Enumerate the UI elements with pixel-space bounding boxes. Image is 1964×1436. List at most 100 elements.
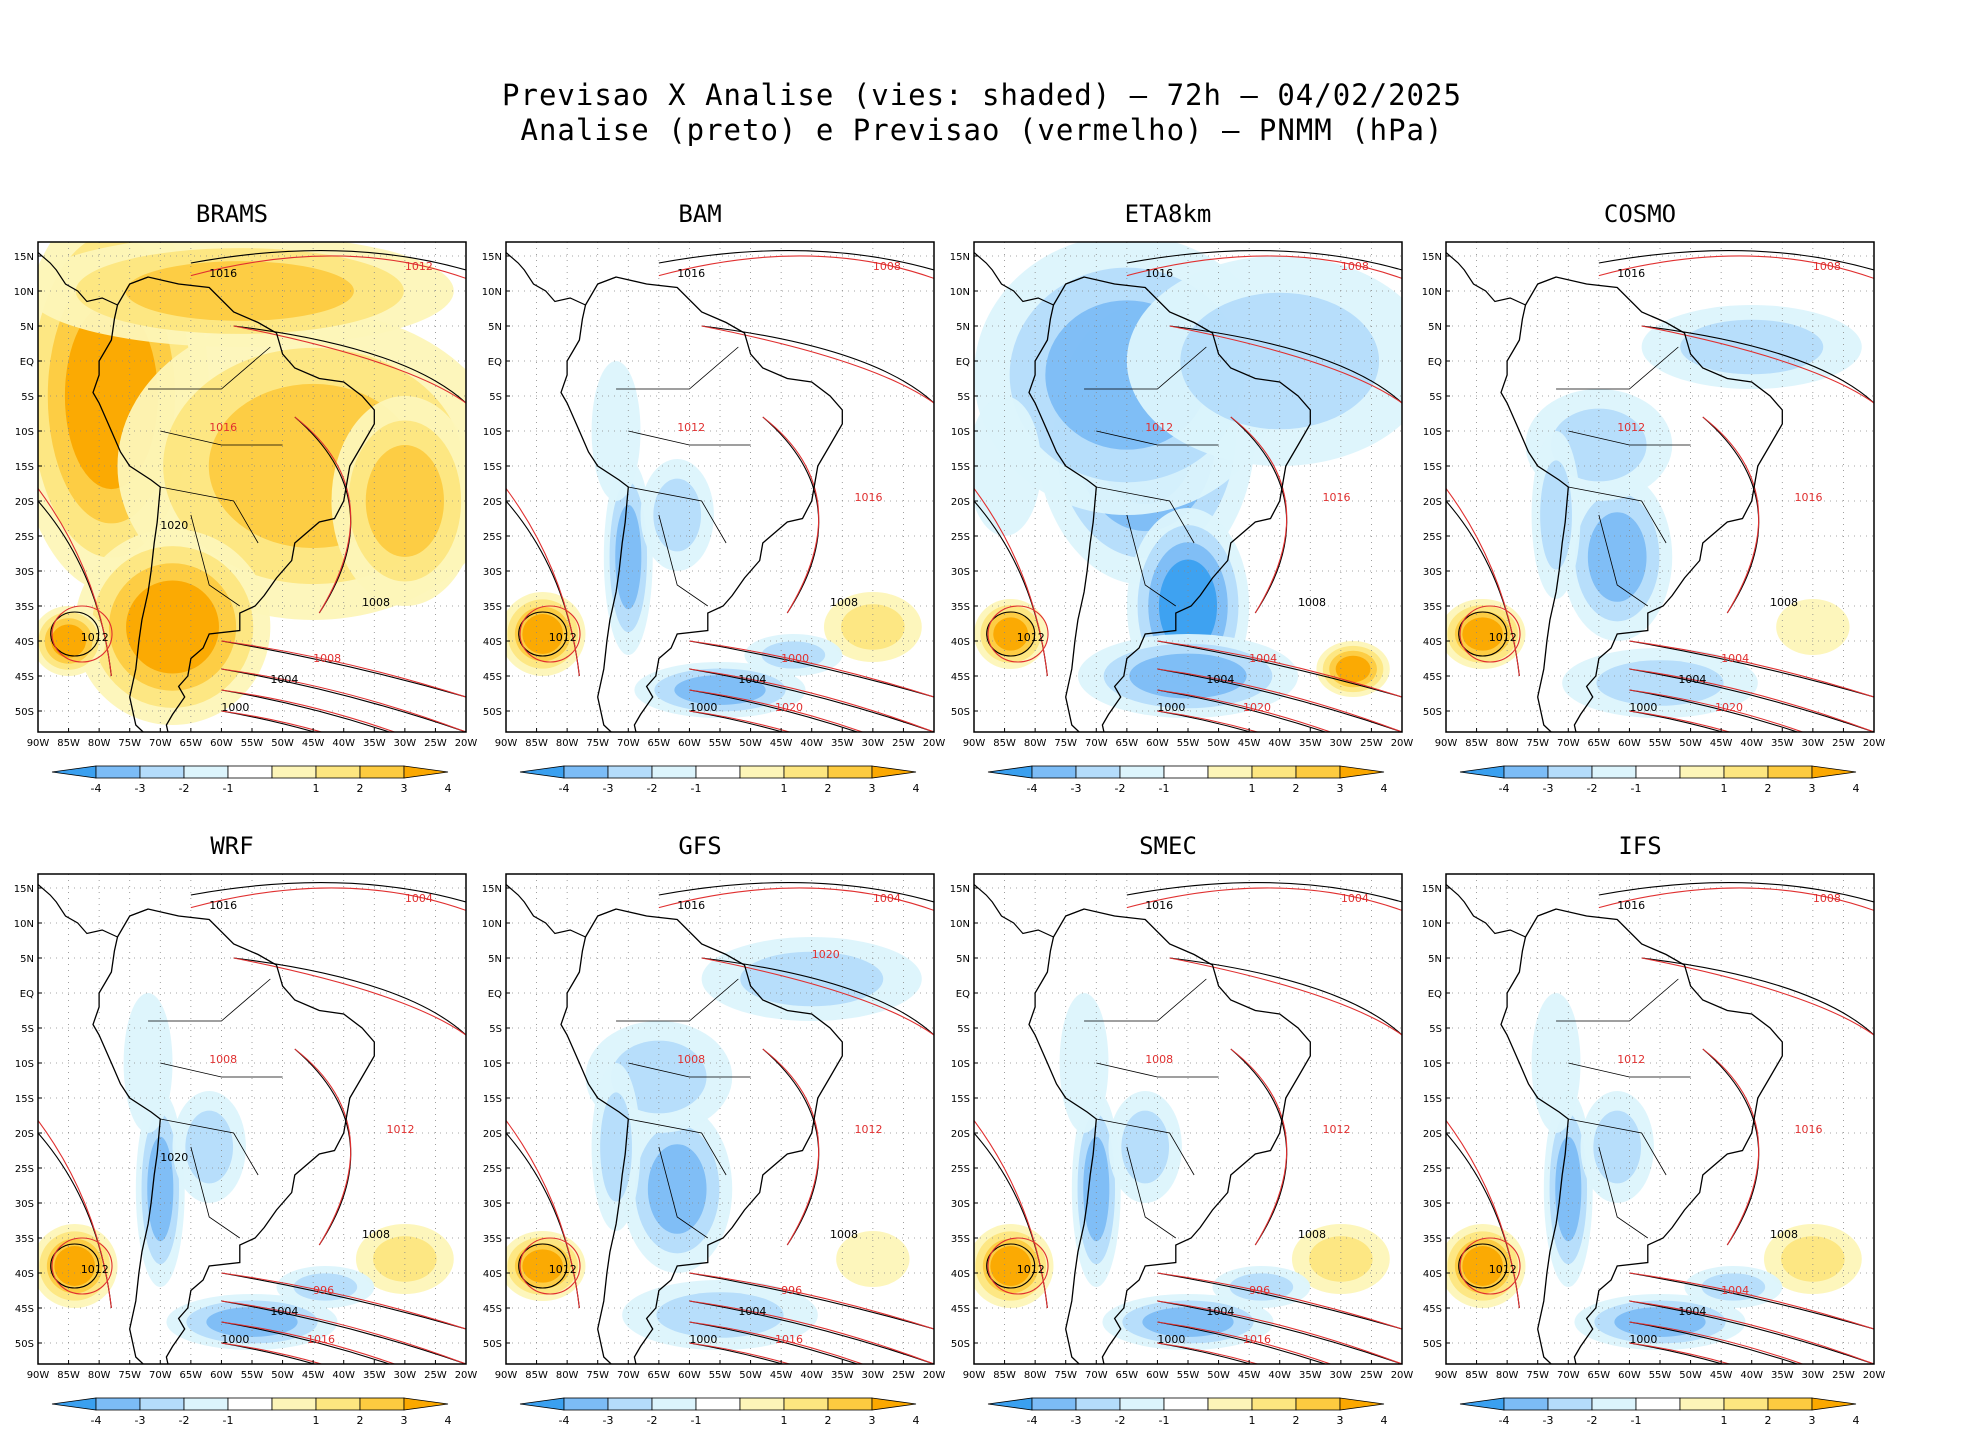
y-tick-label: 15N bbox=[950, 252, 970, 263]
forecast-isobar bbox=[233, 325, 466, 404]
x-tick-label: 80W bbox=[88, 1370, 111, 1381]
isobar-label-analysis: 1016 bbox=[1145, 267, 1173, 280]
y-tick-label: 40S bbox=[15, 637, 34, 648]
colorbar-segment bbox=[51, 1397, 97, 1411]
colorbar-label: -1 bbox=[691, 782, 702, 795]
analysis-isobar bbox=[689, 710, 785, 732]
x-tick-label: 20W bbox=[1863, 1370, 1886, 1381]
colorbar-label: -2 bbox=[179, 1414, 190, 1427]
isobar-label-analysis: 1000 bbox=[1629, 1333, 1657, 1346]
country-border bbox=[1568, 1118, 1667, 1176]
isobar-label-analysis: 1000 bbox=[1157, 701, 1185, 714]
isobar-label-forecast: 1016 bbox=[307, 1333, 335, 1346]
isobar-label-analysis: 1000 bbox=[1629, 701, 1657, 714]
analysis-isobar bbox=[1157, 668, 1402, 732]
colorbar-segment bbox=[1635, 765, 1681, 779]
colorbar-segment bbox=[739, 765, 785, 779]
forecast-isobar bbox=[519, 1237, 581, 1295]
colorbar-label: -2 bbox=[179, 782, 190, 795]
y-tick-label: 15N bbox=[14, 252, 34, 263]
isobar-label-analysis: 1012 bbox=[1017, 631, 1045, 644]
colorbar-label: 2 bbox=[357, 1414, 364, 1427]
forecast-isobar bbox=[51, 605, 113, 663]
x-tick-label: 70W bbox=[1557, 1370, 1580, 1381]
isobar-label-forecast: 1020 bbox=[1243, 701, 1271, 714]
forecast-isobar bbox=[1459, 605, 1521, 663]
colorbar-label: -4 bbox=[559, 782, 570, 795]
panel-title: IFS bbox=[1618, 832, 1662, 860]
colorbar-label: 4 bbox=[1853, 782, 1860, 795]
colorbar-segment bbox=[183, 1397, 229, 1411]
forecast-isobar bbox=[1629, 710, 1732, 732]
forecast-isobar bbox=[221, 1342, 324, 1364]
panel-bam: BAM 1000 1004 1008 1012 1016 1000 1008 1012 1016 1… bbox=[466, 200, 946, 795]
x-tick-label: 85W bbox=[525, 1370, 548, 1381]
colorbar-segment bbox=[1163, 765, 1209, 779]
figure-title-line1: Previsao X Analise (vies: shaded) — 72h … bbox=[502, 78, 1462, 112]
colorbar-segment bbox=[271, 1397, 317, 1411]
colorbar-label: 1 bbox=[313, 782, 320, 795]
y-tick-label: 40S bbox=[483, 1269, 502, 1280]
x-tick-label: 65W bbox=[1116, 1370, 1139, 1381]
isobar-label-forecast: 1016 bbox=[209, 421, 237, 434]
x-tick-label: 50W bbox=[1679, 738, 1702, 749]
bias-shade bbox=[740, 951, 884, 1007]
x-tick-label: 90W bbox=[27, 1370, 50, 1381]
analysis-isobar bbox=[658, 882, 934, 903]
map-content: 1000 1004 1008 1012 1016 1020 996 1004 1008 1012 1… bbox=[38, 874, 466, 1364]
y-tick-label: 5N bbox=[956, 954, 970, 965]
colorbar-label: 1 bbox=[1249, 782, 1256, 795]
isobar-label-analysis: 1008 bbox=[830, 596, 858, 609]
isobar-label-analysis: 1016 bbox=[1617, 899, 1645, 912]
forecast-isobar bbox=[506, 1120, 580, 1309]
isobar-label-forecast: 1004 bbox=[405, 892, 433, 905]
isobar-label-analysis: 1004 bbox=[1206, 673, 1234, 686]
isobar-label-forecast: 1016 bbox=[1795, 491, 1823, 504]
y-tick-label: 5S bbox=[489, 1024, 502, 1035]
x-tick-label: 45W bbox=[770, 738, 793, 749]
x-tick-label: 55W bbox=[241, 738, 264, 749]
coastline-central-america bbox=[38, 884, 118, 938]
country-border bbox=[160, 1062, 283, 1078]
colorbar-segment bbox=[871, 765, 917, 779]
x-tick-label: 70W bbox=[617, 1370, 640, 1381]
country-border bbox=[1598, 1146, 1648, 1239]
forecast-isobar bbox=[1446, 1120, 1520, 1309]
country-border bbox=[1598, 514, 1648, 607]
x-tick-label: 70W bbox=[617, 738, 640, 749]
bias-shade bbox=[1593, 1110, 1642, 1184]
y-tick-label: 20S bbox=[1423, 1129, 1442, 1140]
colorbar-label: 3 bbox=[1809, 1414, 1816, 1427]
x-tick-label: 80W bbox=[1024, 738, 1047, 749]
x-tick-label: 65W bbox=[1116, 738, 1139, 749]
y-tick-label: 30S bbox=[951, 1199, 970, 1210]
colorbar-segment bbox=[519, 765, 565, 779]
colorbar-label: 2 bbox=[1293, 782, 1300, 795]
forecast-isobar bbox=[519, 605, 581, 663]
colorbar-segment bbox=[315, 765, 361, 779]
y-tick-label: 45S bbox=[1423, 672, 1442, 683]
colorbar-label: 4 bbox=[1381, 1414, 1388, 1427]
isobar-label-analysis: 1012 bbox=[81, 1263, 109, 1276]
colorbar-label: 1 bbox=[313, 1414, 320, 1427]
y-tick-label: 50S bbox=[483, 1339, 502, 1350]
colorbar-segment bbox=[987, 765, 1033, 779]
bias-shade bbox=[1540, 460, 1572, 570]
analysis-isobar bbox=[221, 1272, 466, 1330]
x-tick-label: 40W bbox=[1740, 738, 1763, 749]
coastline-caribbean bbox=[1065, 276, 1085, 285]
x-tick-label: 40W bbox=[1740, 1370, 1763, 1381]
y-tick-label: 5N bbox=[1428, 954, 1442, 965]
panel-ifs: IFS 1000 1004 1008 1012 1016 1004 1008 1012 1016 1… bbox=[1406, 832, 1886, 1427]
colorbar-segment bbox=[1251, 1397, 1297, 1411]
isobar-label-forecast: 996 bbox=[313, 1284, 334, 1297]
x-tick-label: 60W bbox=[1618, 1370, 1641, 1381]
x-tick-label: 50W bbox=[271, 738, 294, 749]
analysis-isobar bbox=[221, 689, 391, 732]
colorbar-segment bbox=[95, 1397, 141, 1411]
coastline-central-america bbox=[506, 252, 586, 306]
x-tick-label: 35W bbox=[1299, 1370, 1322, 1381]
x-tick-label: 30W bbox=[1802, 1370, 1825, 1381]
x-tick-label: 70W bbox=[149, 1370, 172, 1381]
y-tick-label: 5S bbox=[1429, 1024, 1442, 1035]
